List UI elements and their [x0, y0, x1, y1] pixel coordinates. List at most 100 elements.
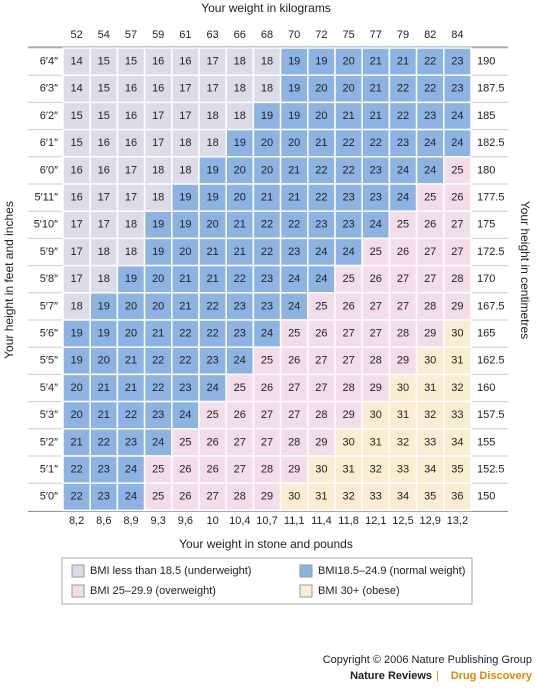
bmi-value: 22: [342, 164, 354, 176]
kg-label: 54: [98, 29, 110, 41]
bmi-value: 21: [70, 436, 82, 448]
bmi-value: 22: [342, 137, 354, 149]
bmi-value: 18: [179, 164, 191, 176]
bmi-value: 18: [206, 137, 218, 149]
cell: [334, 373, 363, 403]
bmi-value: 28: [424, 300, 436, 312]
cell: [252, 400, 282, 430]
bmi-value: 22: [234, 273, 246, 285]
cell: [415, 455, 445, 484]
feet-label: 5′5″: [40, 355, 58, 367]
bmi-value: 27: [288, 382, 300, 394]
bmi-value: 25: [370, 246, 382, 258]
bmi-value: 24: [315, 246, 327, 258]
bmi-value: 22: [288, 219, 300, 231]
bmi-value: 27: [424, 246, 436, 258]
bmi-value: 16: [98, 137, 110, 149]
bmi-value: 32: [370, 464, 382, 476]
cell: [361, 400, 391, 430]
bmi-value: 23: [98, 491, 110, 503]
bmi-value: 23: [424, 110, 436, 122]
bmi-value: 29: [451, 300, 463, 312]
cell: [62, 482, 91, 512]
bmi-value: 19: [125, 273, 137, 285]
cm-label: 167.5: [477, 300, 505, 312]
bmi-value: 24: [125, 464, 137, 476]
cell: [143, 292, 173, 321]
cell: [361, 482, 391, 512]
cell: [116, 210, 146, 240]
cell: [388, 373, 418, 403]
bmi-value: 18: [125, 219, 137, 231]
bmi-value: 17: [98, 219, 110, 231]
kg-label: 75: [342, 29, 354, 41]
bmi-value: 26: [261, 382, 273, 394]
bmi-value: 15: [98, 110, 110, 122]
kg-label: 63: [206, 29, 218, 41]
bmi-value: 20: [152, 300, 164, 312]
feet-label: 5′7″: [40, 300, 58, 312]
feet-label: 5′1″: [40, 464, 58, 476]
bmi-value: 17: [125, 192, 137, 204]
copyright: Copyright © 2006 Nature Publishing Group: [323, 654, 532, 666]
cell: [307, 428, 336, 457]
bmi-value: 31: [451, 355, 463, 367]
bmi-value: 20: [70, 382, 82, 394]
bmi-value: 25: [315, 300, 327, 312]
bmi-value: 21: [288, 192, 300, 204]
bmi-value: 17: [125, 164, 137, 176]
cell: [252, 455, 282, 484]
feet-label: 5′0″: [40, 491, 58, 503]
bmi-value: 20: [206, 219, 218, 231]
bmi-value: 22: [315, 192, 327, 204]
bmi-value: 27: [288, 409, 300, 421]
bmi-value: 20: [288, 137, 300, 149]
bmi-value: 18: [70, 300, 82, 312]
bmi-value: 34: [397, 491, 409, 503]
bmi-value: 27: [397, 273, 409, 285]
bmi-value: 22: [70, 464, 82, 476]
bmi-value: 24: [397, 164, 409, 176]
bmi-value: 23: [125, 436, 137, 448]
bmi-value: 14: [70, 56, 82, 68]
bmi-value: 16: [125, 83, 137, 95]
cell: [361, 292, 391, 321]
bmi-value: 21: [125, 382, 137, 394]
bmi-value: 20: [342, 83, 354, 95]
section: Drug Discovery: [451, 670, 533, 682]
cell: [225, 183, 255, 212]
bmi-value: 18: [234, 83, 246, 95]
bmi-value: 23: [234, 328, 246, 340]
cell: [415, 482, 445, 512]
bmi-value: 19: [234, 137, 246, 149]
legend-box: [61, 557, 473, 605]
cell: [198, 210, 227, 240]
bmi-value: 21: [261, 192, 273, 204]
bmi-value: 32: [342, 491, 354, 503]
kg-label: 61: [179, 29, 191, 41]
cell: [388, 128, 418, 158]
bmi-value: 26: [451, 192, 463, 204]
bmi-value: 24: [261, 328, 273, 340]
bmi-value: 25: [261, 355, 273, 367]
bmi-value: 25: [451, 164, 463, 176]
bmi-value: 21: [179, 300, 191, 312]
bmi-value: 18: [206, 110, 218, 122]
bmi-value: 19: [288, 110, 300, 122]
bmi-value: 27: [451, 246, 463, 258]
cell: [225, 400, 255, 430]
bmi-value: 18: [261, 56, 273, 68]
bmi-value: 18: [98, 273, 110, 285]
cell: [143, 128, 173, 158]
bmi-value: 23: [234, 300, 246, 312]
bmi-value: 19: [261, 110, 273, 122]
stone-label: 11,1: [284, 515, 305, 527]
bmi-value: 24: [451, 110, 463, 122]
bmi-value: 22: [261, 246, 273, 258]
cell: [279, 47, 309, 76]
bmi-value: 24: [234, 355, 246, 367]
bmi-value: 27: [342, 328, 354, 340]
bmi-value: 19: [98, 300, 110, 312]
stone-label: 10: [206, 515, 218, 527]
bmi-value: 26: [342, 300, 354, 312]
